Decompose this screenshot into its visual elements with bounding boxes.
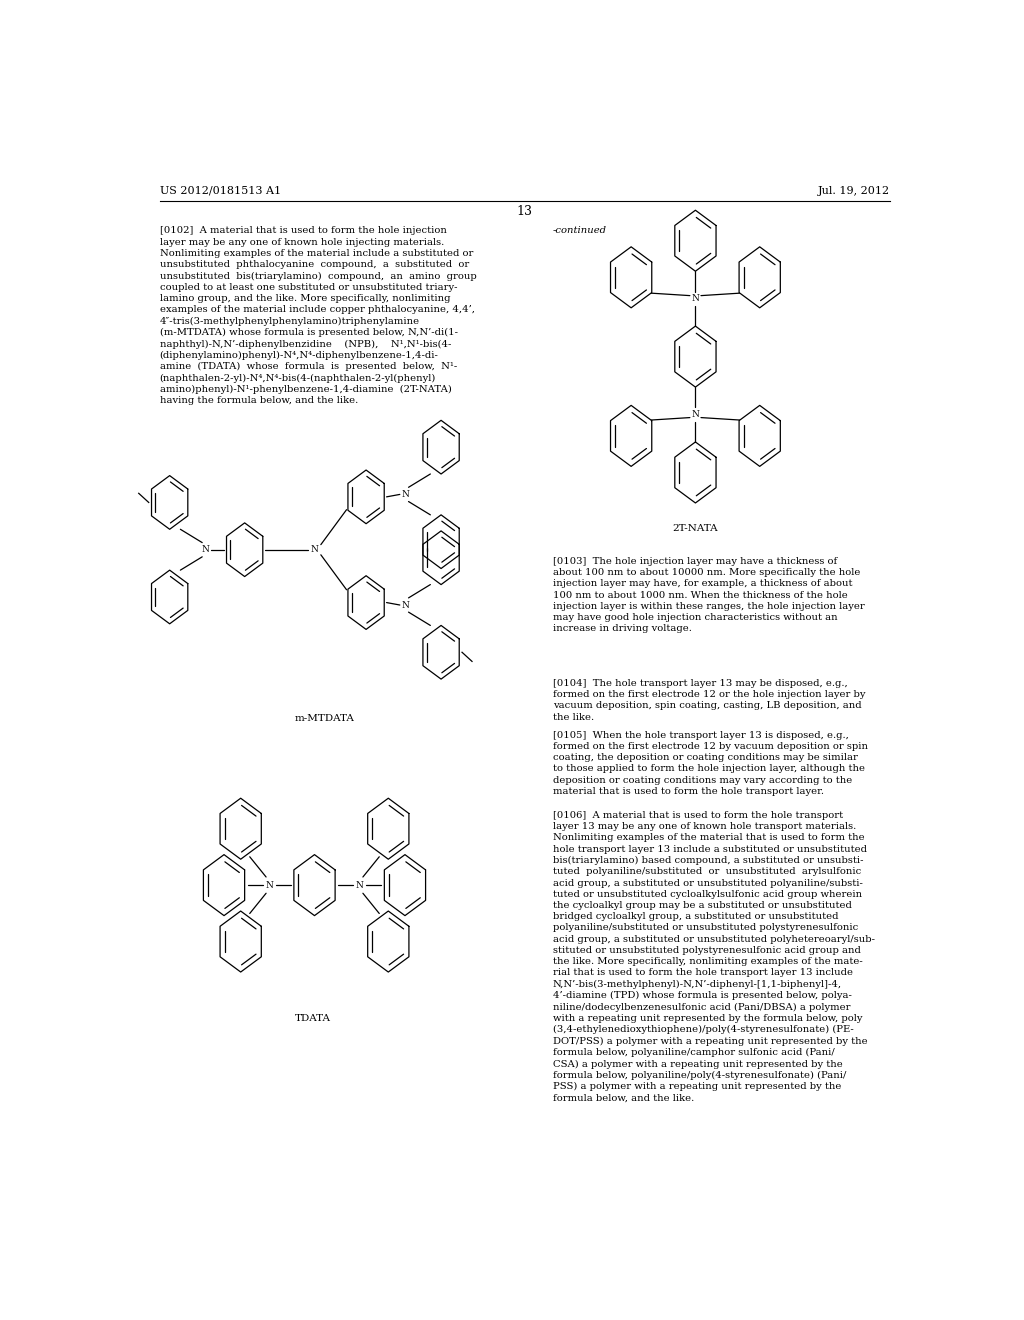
Text: N: N — [401, 601, 410, 610]
Text: N: N — [355, 880, 364, 890]
Text: m-MTDATA: m-MTDATA — [295, 714, 354, 723]
Text: N: N — [202, 545, 209, 554]
Text: N: N — [401, 490, 410, 499]
Text: N: N — [265, 880, 273, 890]
Text: Jul. 19, 2012: Jul. 19, 2012 — [818, 186, 890, 195]
Text: N: N — [691, 411, 699, 418]
Text: 2T-NATA: 2T-NATA — [673, 524, 718, 533]
Text: -continued: -continued — [553, 227, 606, 235]
Text: US 2012/0181513 A1: US 2012/0181513 A1 — [160, 186, 281, 195]
Text: 13: 13 — [517, 205, 532, 218]
Text: [0106]  A material that is used to form the hole transport
layer 13 may be any o: [0106] A material that is used to form t… — [553, 810, 874, 1102]
Text: TDATA: TDATA — [295, 1014, 331, 1023]
Text: [0103]  The hole injection layer may have a thickness of
about 100 nm to about 1: [0103] The hole injection layer may have… — [553, 557, 864, 634]
Text: [0105]  When the hole transport layer 13 is disposed, e.g.,
formed on the first : [0105] When the hole transport layer 13 … — [553, 731, 867, 796]
Text: N: N — [310, 545, 318, 554]
Text: [0104]  The hole transport layer 13 may be disposed, e.g.,
formed on the first e: [0104] The hole transport layer 13 may b… — [553, 678, 865, 722]
Text: [0102]  A material that is used to form the hole injection
layer may be any one : [0102] A material that is used to form t… — [160, 227, 476, 405]
Text: N: N — [691, 294, 699, 304]
